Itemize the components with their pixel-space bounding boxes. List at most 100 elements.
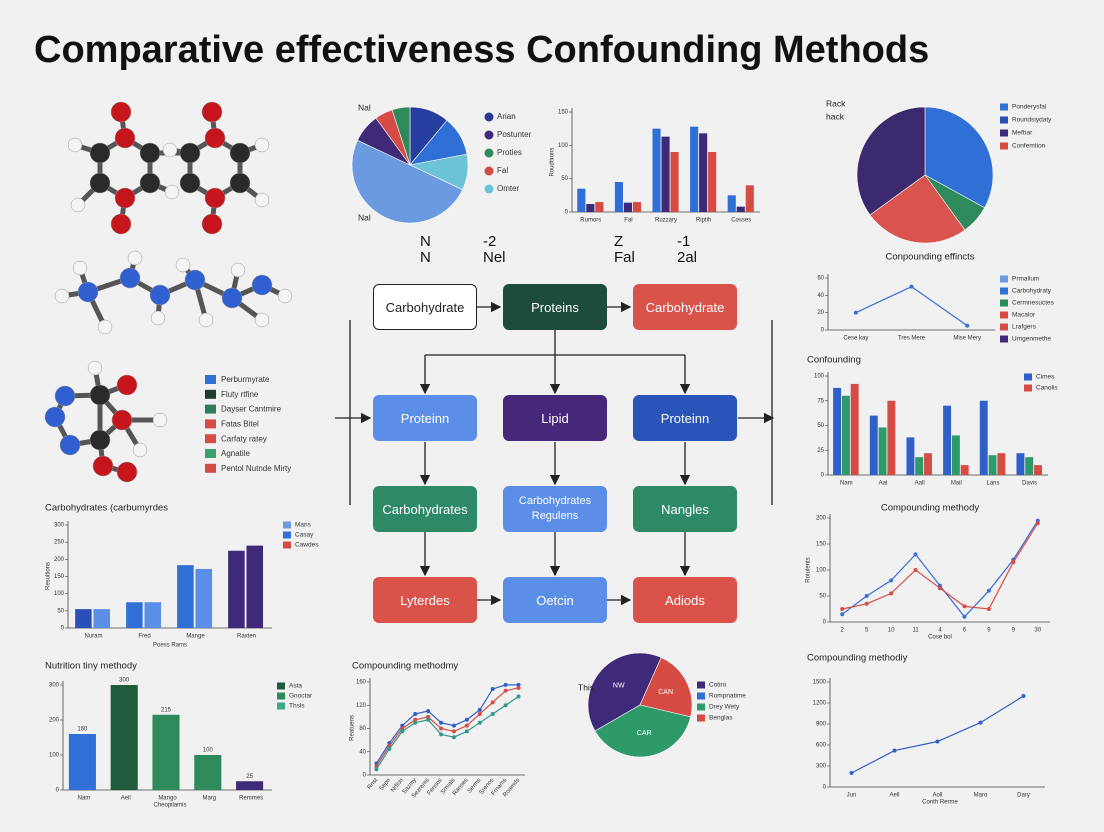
- legend-swatch: [697, 681, 705, 689]
- x-tick-label: Dary: [1017, 793, 1030, 799]
- y-tick-label: 300: [49, 683, 60, 689]
- point: [938, 586, 942, 591]
- x-tick-label: Aal: [879, 481, 888, 487]
- slice-label: NW: [613, 683, 625, 690]
- floating-text: 2al: [677, 249, 697, 266]
- bar: [110, 685, 138, 790]
- flow-node: Proteinn: [633, 395, 737, 441]
- floating-text: Nel: [483, 249, 506, 266]
- atom: [89, 429, 111, 451]
- atom: [119, 267, 141, 289]
- legend-label: Cotiro: [709, 682, 727, 689]
- x-tick-label: Cosses: [731, 218, 751, 224]
- flow-node: Proteinn: [373, 395, 477, 441]
- atom: [70, 197, 86, 213]
- atom: [110, 213, 132, 235]
- legend-swatch: [1000, 287, 1008, 295]
- bar: [126, 602, 143, 628]
- bar: [152, 714, 180, 790]
- atom: [164, 184, 180, 200]
- point: [935, 739, 940, 744]
- point: [892, 748, 897, 753]
- legend-label: Postunter: [497, 130, 532, 139]
- atom: [152, 412, 168, 428]
- legend-label: Cermnesuctes: [1012, 300, 1055, 307]
- point: [516, 694, 521, 699]
- bar: [997, 453, 1006, 475]
- point: [426, 714, 431, 719]
- legend-swatch: [205, 375, 216, 384]
- chart-title: Carbohydrates (carbumyrdes: [45, 503, 168, 514]
- y-tick-label: 300: [816, 764, 827, 770]
- point: [503, 682, 508, 687]
- pie-slice: [869, 174, 966, 244]
- value-label: 215: [161, 707, 172, 713]
- legend-swatch: [484, 148, 494, 158]
- legend-label: Thsls: [289, 703, 305, 710]
- line: [855, 285, 968, 327]
- atom: [149, 284, 171, 306]
- x-tick-label: Mange: [186, 634, 205, 640]
- x-tick-label: Raxten: [237, 634, 256, 640]
- legend-label: Asta: [289, 683, 302, 690]
- atom: [254, 312, 270, 328]
- y-tick-label: 0: [61, 626, 65, 632]
- bar: [887, 400, 896, 475]
- bar: [75, 609, 92, 628]
- floating-text: Z: [614, 233, 623, 250]
- legend-swatch: [205, 404, 216, 414]
- bar: [144, 602, 162, 628]
- y-tick-label: 40: [817, 293, 824, 299]
- line: [375, 696, 519, 770]
- point: [464, 717, 469, 722]
- point: [400, 729, 405, 734]
- x-tick-label: 10: [888, 628, 895, 634]
- atom: [72, 260, 88, 276]
- x-tick-label: 4: [938, 628, 942, 634]
- bar: [586, 204, 595, 212]
- point: [864, 594, 869, 598]
- point: [464, 729, 469, 734]
- legend-swatch: [277, 682, 285, 690]
- point: [516, 685, 521, 690]
- bar: [850, 383, 859, 475]
- x-tick-label: Tres Mere: [898, 336, 926, 342]
- atom: [114, 127, 136, 149]
- x-tick-label: Lans: [986, 481, 999, 487]
- pie-slice: [594, 704, 691, 758]
- y-tick-label: 0: [363, 773, 367, 779]
- legend-label: Prmalium: [1012, 276, 1039, 283]
- x-tick-label: Nam: [78, 796, 91, 802]
- point: [426, 709, 431, 714]
- point: [889, 591, 894, 596]
- legend-swatch: [277, 692, 285, 700]
- bar: [1025, 457, 1034, 475]
- flow-node: Oetcin: [503, 577, 607, 623]
- legend-swatch: [205, 449, 216, 458]
- atom: [67, 137, 83, 153]
- y-tick-label: 300: [54, 523, 65, 529]
- legend-label: Dayser Cantmire: [221, 405, 282, 414]
- legend-label: Macalor: [1012, 312, 1036, 319]
- legend-label: Umgenmethe: [1012, 336, 1051, 343]
- legend-swatch: [283, 521, 291, 529]
- x-tick-label: 2: [841, 628, 845, 634]
- point: [413, 720, 418, 725]
- legend-swatch: [697, 714, 705, 722]
- atom: [89, 384, 111, 406]
- legend-label: Roundsiydaty: [1012, 117, 1052, 124]
- y-tick-label: 0: [821, 473, 825, 479]
- atom: [150, 310, 166, 326]
- legend-swatch: [1000, 129, 1008, 137]
- point: [413, 717, 418, 722]
- x-axis-label: Cheopilamis: [153, 803, 186, 809]
- point: [986, 607, 991, 611]
- atom: [116, 461, 138, 483]
- atom: [201, 101, 223, 123]
- atom: [251, 274, 273, 296]
- point: [909, 284, 914, 289]
- bar: [906, 437, 915, 475]
- bar: [727, 195, 736, 212]
- x-tick-label: Fred: [138, 634, 150, 640]
